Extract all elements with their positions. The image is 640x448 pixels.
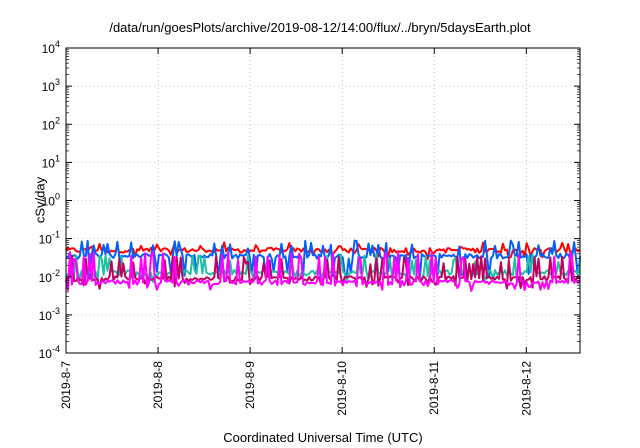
x-tick-label: 2019-8-10: [335, 361, 349, 416]
series-group: [65, 239, 581, 292]
y-tick-label: 101: [42, 153, 60, 170]
y-tick-label: 10-1: [39, 230, 60, 247]
y-tick-label: 104: [42, 39, 60, 56]
x-tick-label: 2019-8-9: [243, 361, 257, 409]
y-tick-label: 10-2: [39, 268, 60, 285]
x-tick-label: 2019-8-11: [427, 361, 441, 415]
y-tick-label: 10-3: [39, 306, 60, 323]
series-line-1: [65, 239, 581, 279]
y-tick-label: 100: [42, 192, 60, 209]
x-tick-label: 2019-8-7: [59, 361, 73, 409]
x-axis-label: Coordinated Universal Time (UTC): [223, 430, 423, 445]
y-axis-label: cSv/day: [32, 176, 48, 224]
series-line-4: [65, 251, 581, 292]
y-tick-label: 102: [42, 115, 60, 132]
grid-lines: [66, 48, 580, 353]
x-tick-label: 2019-8-8: [151, 361, 165, 409]
y-axis-ticks: 10-4 10-3 10-2 10-1 100 101 102 103 104: [39, 39, 580, 361]
chart-title: /data/run/goesPlots/archive/2019-08-12/1…: [109, 20, 531, 35]
x-tick-label: 2019-8-12: [519, 361, 533, 416]
x-axis-ticks: 2019-8-7 2019-8-8 2019-8-9 2019-8-10 2019-8-…: [59, 48, 533, 416]
y-tick-label: 103: [42, 77, 60, 94]
y-tick-label: 10-4: [39, 344, 60, 361]
